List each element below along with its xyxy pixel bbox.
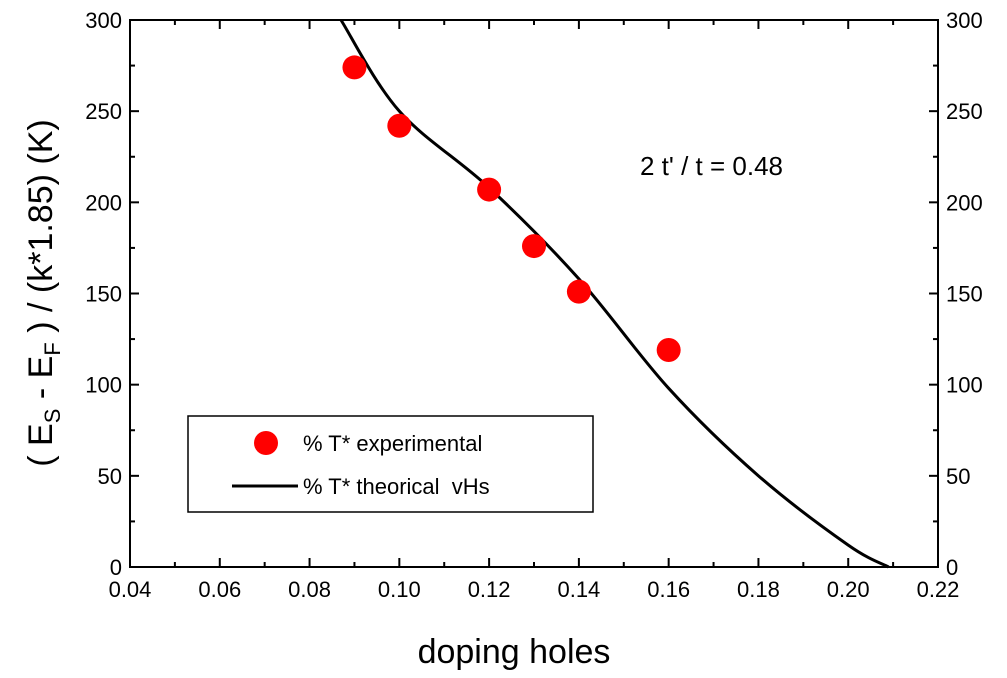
- y-tick-label-left: 300: [85, 8, 122, 33]
- legend-label-theory: % T* theorical vHs: [303, 474, 490, 499]
- y-tick-label-right: 150: [946, 282, 983, 307]
- y-tick-label-left: 200: [85, 190, 122, 215]
- x-tick-label: 0.10: [378, 577, 421, 602]
- y-tick-label-right: 200: [946, 190, 983, 215]
- y-axis-label-sub-f: F: [40, 342, 65, 355]
- y-axis-label: ( ES - EF ) / (k*1.85) (K): [22, 119, 65, 466]
- y-tick-label-right: 50: [946, 464, 970, 489]
- y-axis-label-middle: - E: [22, 356, 60, 409]
- x-tick-label: 0.22: [917, 577, 960, 602]
- axis-ticks: [129, 19, 939, 568]
- legend-label-experimental: % T* experimental: [303, 431, 482, 456]
- data-point: [566, 279, 591, 304]
- x-axis-label: doping holes: [418, 633, 611, 671]
- annotation-text: 2 t' / t = 0.48: [640, 151, 783, 181]
- y-tick-label-left: 250: [85, 99, 122, 124]
- data-point: [656, 338, 681, 363]
- y-tick-label-left: 100: [85, 373, 122, 398]
- y-tick-label-right: 300: [946, 8, 983, 33]
- data-point: [342, 55, 367, 80]
- legend-box: [187, 415, 594, 513]
- y-tick-label-right: 250: [946, 99, 983, 124]
- legend-marker-experimental: [254, 431, 278, 455]
- data-point: [477, 177, 502, 202]
- y-tick-label-right: 0: [946, 555, 958, 580]
- y-tick-label-right: 100: [946, 373, 983, 398]
- x-tick-label: 0.12: [468, 577, 511, 602]
- data-point: [387, 113, 412, 138]
- y-tick-label-left: 150: [85, 282, 122, 307]
- data-point: [522, 234, 546, 259]
- x-tick-label: 0.06: [198, 577, 241, 602]
- x-tick-label: 0.08: [288, 577, 331, 602]
- y-tick-label-left: 50: [98, 464, 122, 489]
- x-tick-label: 0.14: [557, 577, 600, 602]
- y-tick-label-left: 0: [110, 555, 122, 580]
- y-axis-label-sub-s: S: [40, 409, 65, 424]
- experimental-points: [342, 55, 681, 363]
- x-tick-label: 0.16: [647, 577, 690, 602]
- y-axis-label-suffix: ) / (k*1.85) (K): [22, 119, 60, 342]
- x-tick-label: 0.20: [827, 577, 870, 602]
- legend: % T* experimental % T* theorical vHs: [187, 415, 594, 513]
- x-tick-label: 0.04: [109, 577, 152, 602]
- tick-labels: 0.04 0.06 0.08 0.10 0.12 0.14 0.16 0.18 0.20 0.22…: [85, 8, 982, 602]
- x-tick-label: 0.18: [737, 577, 780, 602]
- y-axis-label-prefix: ( E: [22, 423, 60, 466]
